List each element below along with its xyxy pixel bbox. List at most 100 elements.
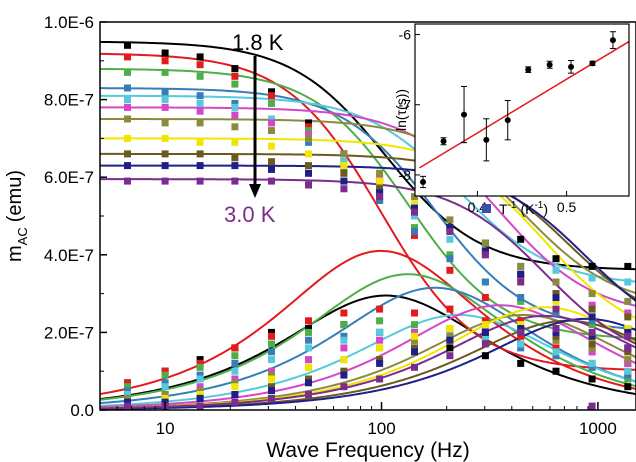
data-point-inphase [588,290,596,298]
data-point-outphase [411,344,418,352]
data-point-outphase [161,367,169,375]
data-point-outphase [268,394,275,402]
inset-y-tick-label: -7 [399,97,412,113]
data-point-inphase [305,138,312,146]
data-point-inphase [124,68,131,76]
inset-point [504,117,511,124]
data-point-outphase [340,344,348,352]
inset-x-label: T-1 (K-1) [499,200,548,217]
data-point-outphase [305,325,312,332]
fit-curve-inphase [100,164,636,302]
inset-y-axis: -8 -7 -6 [399,27,420,183]
data-point-inphase [411,204,418,212]
data-point-outphase [446,328,454,336]
data-point-outphase [231,398,239,406]
data-point-outphase [305,375,312,383]
data-point-inphase [411,224,418,232]
data-point-inphase [446,266,454,274]
data-point-inphase [624,278,632,286]
data-point-inphase [268,88,275,96]
data-point-outphase [624,356,632,364]
data-point-outphase [268,367,275,375]
data-point-inphase [305,181,312,189]
data-point-outphase [552,348,560,356]
data-point-outphase [481,325,489,332]
data-point-inphase [196,177,204,185]
data-point-inphase [268,158,275,166]
data-point-inphase [124,150,131,158]
data-point-inphase [624,328,632,336]
data-point-outphase [305,317,312,325]
data-point-outphase [481,328,489,336]
data-point-inphase [340,169,348,177]
label-3-0K: 3.0 K [224,202,276,227]
data-point-outphase [376,336,384,344]
data-point-outphase [124,391,131,398]
inset-y-label: ln(τ(s)) [393,89,409,131]
data-point-inphase [340,177,348,185]
x-tick-label: 100 [367,419,395,438]
data-point-inphase [446,251,454,259]
data-point-outphase [624,383,632,391]
inset-chart: -8-7-6 0.4 0.5 ln(τ(s)) T-1 (K-1) [393,23,630,217]
data-point-outphase [376,344,384,352]
data-point-outphase [268,387,275,395]
inset-x-label-close: ) [543,201,548,217]
data-point-inphase [305,150,312,158]
data-point-outphase [517,328,525,336]
data-point-inphase [517,235,525,243]
data-point-outphase [231,352,239,360]
main-chart: 0.02.0E-74.0E-76.0E-78.0E-71.0E-6 10 100 1… [4,13,636,462]
data-point-inphase [624,262,632,270]
data-point-inphase [231,154,239,162]
data-point-inphase [624,344,632,352]
data-point-inphase [196,119,204,127]
data-point-outphase [231,375,239,383]
data-point-inphase [161,68,169,76]
data-point-inphase [161,134,169,142]
fit-curve-outphase [99,313,636,407]
data-point-outphase [305,356,312,364]
inset-point [568,63,575,70]
data-point-inphase [161,162,169,170]
data-point-inphase [124,103,131,111]
data-point-inphase [376,173,384,181]
data-point-inphase [552,266,560,274]
data-point-outphase [268,356,275,364]
data-point-outphase [124,402,131,410]
inset-legend-marker [482,204,491,213]
data-point-inphase [588,301,596,309]
data-point-outphase [305,379,312,387]
data-point-outphase [124,379,131,387]
data-point-outphase [552,328,560,336]
data-point-inphase [624,325,632,332]
data-point-inphase [340,165,348,173]
data-point-outphase [376,356,384,364]
data-point-outphase [196,402,204,410]
data-point-outphase [196,394,204,402]
data-point-inphase [446,228,454,235]
y-tick-label: 0.0 [70,401,94,420]
data-point-inphase [411,208,418,216]
data-point-inphase [552,297,560,305]
y-tick-label: 1.0E-6 [44,13,94,32]
data-point-outphase [231,379,239,387]
data-point-outphase [231,359,239,367]
data-point-inphase [305,131,312,138]
data-point-inphase [231,123,239,131]
data-point-outphase [552,344,560,352]
fit-curve-outphase [99,294,636,401]
data-point-outphase [268,328,275,336]
inset-x-label-unit-sup: -1 [534,200,543,211]
data-point-outphase [124,387,131,395]
data-point-outphase [340,367,348,375]
y-tick-label: 2.0E-7 [44,323,94,342]
inset-point [461,111,468,118]
data-point-outphase [517,340,525,348]
data-point-outphase [376,328,384,336]
data-point-outphase [481,332,489,340]
inset-point [483,136,490,143]
data-point-inphase [161,103,169,111]
data-point-inphase [268,142,275,150]
fit-curve-inphase [100,137,636,320]
